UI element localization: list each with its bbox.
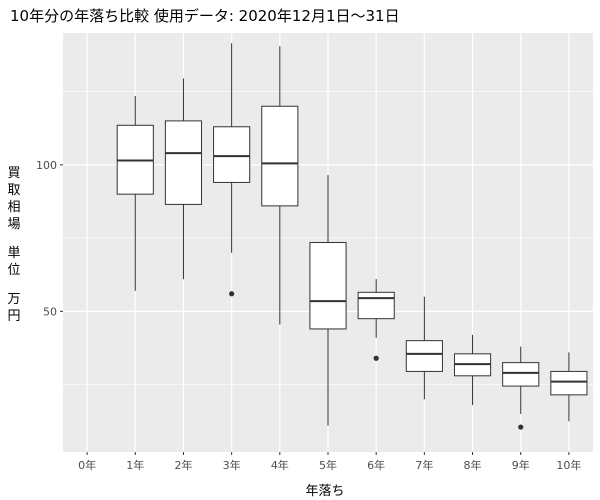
x-tick-label: 7年 (415, 458, 433, 472)
y-axis-label-char: 取 (7, 183, 21, 198)
outlier-point (518, 424, 524, 430)
outlier-point (373, 355, 379, 361)
x-tick-label: 9年 (512, 458, 530, 472)
x-tick-label: 3年 (223, 458, 241, 472)
x-tick-label: 8年 (464, 458, 482, 472)
x-tick-label: 0年 (78, 458, 96, 472)
box (357, 291, 395, 320)
box (405, 340, 443, 372)
y-axis-label-char: 買 (7, 166, 21, 181)
box (550, 370, 588, 396)
chart-title: 10年分の年落ち比較 使用データ: 2020年12月1日～31日 (10, 7, 400, 25)
x-tick-label: 5年 (319, 458, 337, 472)
outlier-point (229, 291, 235, 297)
x-tick-label: 2年 (174, 458, 192, 472)
box (261, 105, 299, 207)
box (164, 120, 203, 205)
x-tick-label: 1年 (126, 458, 144, 472)
y-axis-label: 買取相場単位万円 (5, 165, 23, 325)
y-tick-label: 100 (36, 159, 57, 172)
x-tick-label: 4年 (271, 458, 289, 472)
y-axis-label-char: 単 (7, 246, 21, 261)
box (213, 126, 251, 183)
y-axis-label-char: 相 (7, 200, 21, 215)
x-axis-label: 年落ち (305, 484, 345, 499)
y-tick-label: 50 (43, 305, 57, 318)
box (502, 362, 540, 387)
y-axis-label-char: 万 (7, 292, 21, 307)
y-axis-label-char: 円 (7, 309, 21, 324)
y-axis-label-char: 場 (7, 217, 21, 232)
x-tick-label: 6年 (367, 458, 385, 472)
box (309, 242, 347, 330)
y-axis-label-char: 位 (7, 263, 21, 278)
x-tick-label: 10年 (556, 458, 581, 472)
